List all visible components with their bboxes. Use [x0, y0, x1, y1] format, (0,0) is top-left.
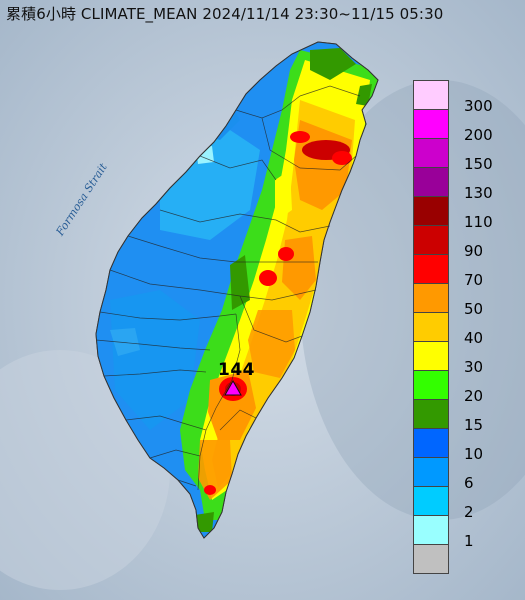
legend-swatch — [413, 544, 449, 574]
legend-label: 15 — [464, 416, 484, 434]
legend-swatch — [413, 428, 449, 458]
peak-value-label: 144 — [218, 360, 255, 380]
legend-swatch — [413, 486, 449, 516]
county-boundaries — [95, 85, 361, 491]
legend-label: 150 — [464, 155, 493, 173]
legend-label: 70 — [464, 271, 484, 289]
legend-swatch — [413, 138, 449, 168]
legend-swatch — [413, 312, 449, 342]
legend-swatch — [413, 225, 449, 255]
legend-label: 10 — [464, 445, 484, 463]
legend-label: 130 — [464, 184, 493, 202]
legend-label: 30 — [464, 358, 484, 376]
triangle-marker — [224, 379, 242, 396]
legend-label: 2 — [464, 503, 474, 521]
legend-swatch — [413, 283, 449, 313]
legend-label: 6 — [464, 474, 474, 492]
legend-label: 40 — [464, 329, 484, 347]
legend-label: 90 — [464, 242, 484, 260]
legend-swatch — [413, 196, 449, 226]
legend-swatch — [413, 167, 449, 197]
legend-swatch — [413, 254, 449, 284]
legend-swatch — [413, 80, 449, 110]
legend-swatch — [413, 341, 449, 371]
legend-swatch — [413, 515, 449, 545]
east-sea-shade — [300, 80, 525, 520]
legend-swatch — [413, 399, 449, 429]
legend-label: 1 — [464, 532, 474, 550]
legend-label: 200 — [464, 126, 493, 144]
map-title: 累積6小時 CLIMATE_MEAN 2024/11/14 23:30~11/1… — [6, 5, 444, 23]
legend-label: 110 — [464, 213, 493, 231]
legend-label: 20 — [464, 387, 484, 405]
legend-label: 300 — [464, 97, 493, 115]
legend-label: 50 — [464, 300, 484, 318]
legend-swatch — [413, 457, 449, 487]
coastline — [95, 41, 379, 539]
legend-swatch — [413, 109, 449, 139]
legend-swatch — [413, 370, 449, 400]
